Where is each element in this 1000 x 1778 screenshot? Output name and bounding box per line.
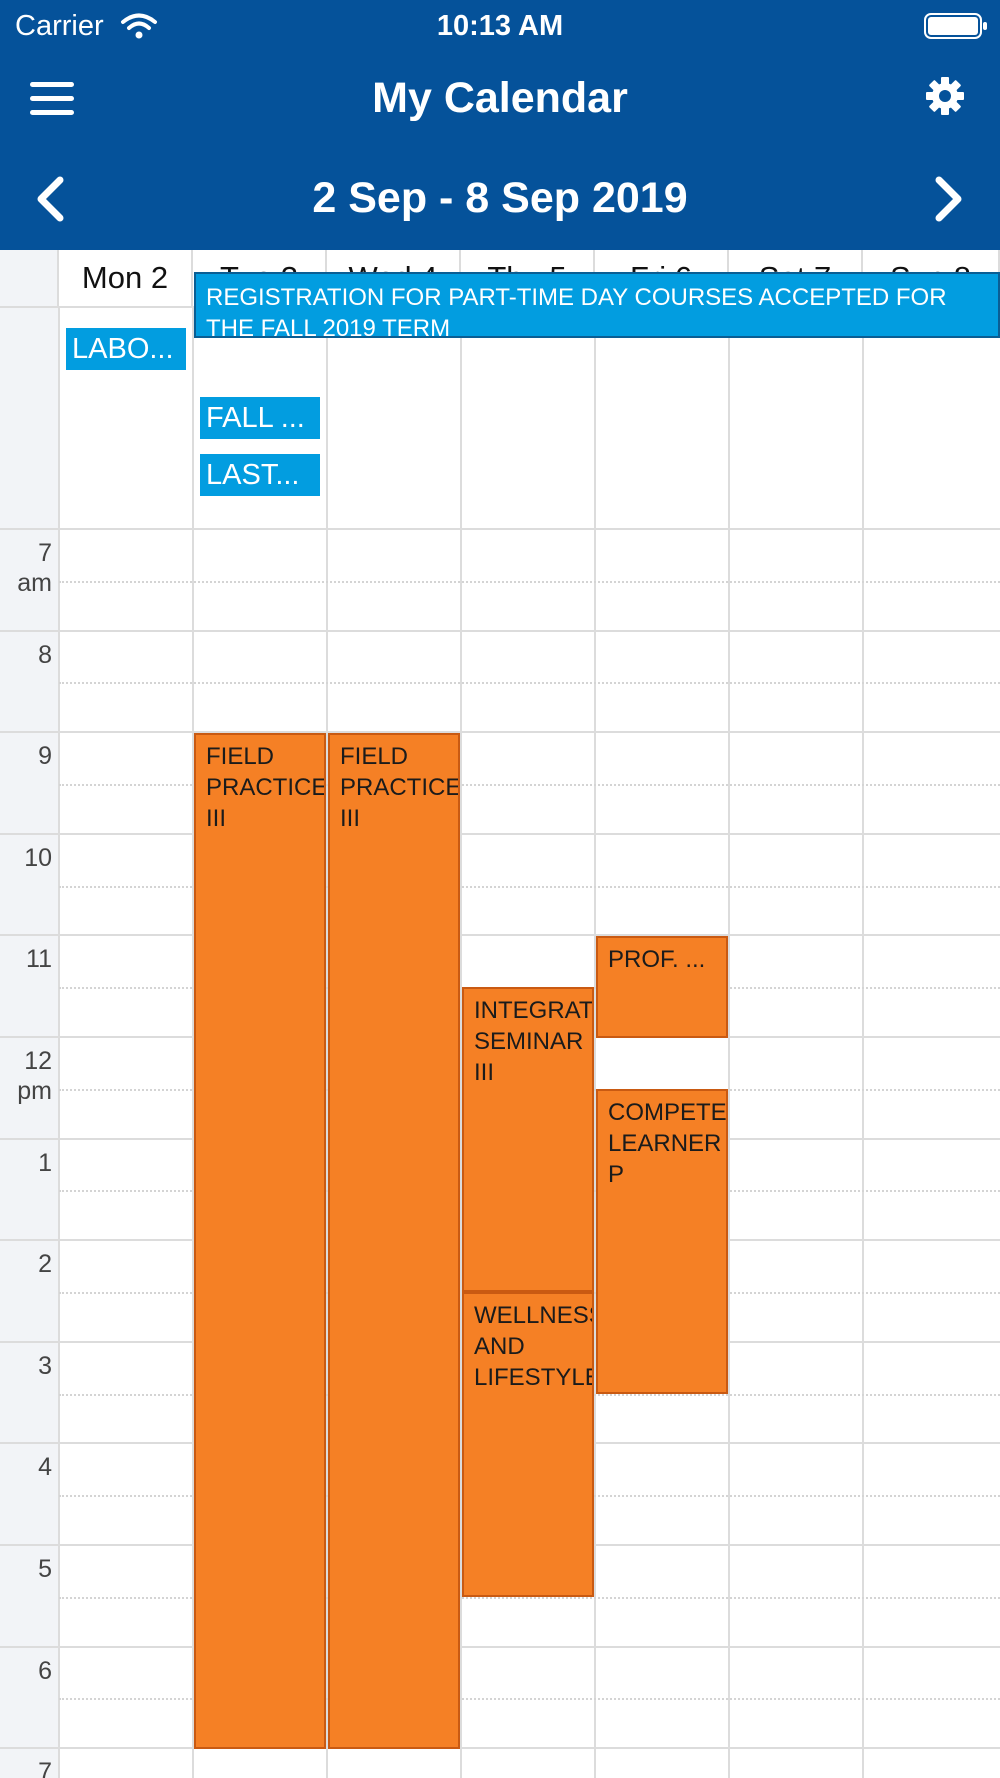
- grid-corner: [0, 250, 59, 308]
- calendar-event[interactable]: WELLNESS AND LIFESTYLE: [462, 1292, 594, 1597]
- hour-label: 10: [0, 843, 52, 873]
- calendar-event[interactable]: FIELD PRACTICE III: [328, 733, 460, 1749]
- week-range: 2 Sep - 8 Sep 2019: [0, 174, 1000, 223]
- hour-divider: [0, 630, 1000, 632]
- chevron-right-icon[interactable]: [932, 176, 966, 222]
- event-title-line: AND: [474, 1331, 592, 1362]
- hour-suffix: pm: [0, 1076, 52, 1106]
- hour-number: 11: [0, 944, 52, 974]
- event-title-line: III: [206, 803, 324, 834]
- hour-number: 5: [0, 1554, 52, 1584]
- event-title-line: INTEGRAT: [474, 995, 592, 1026]
- half-hour-divider: [59, 581, 1000, 583]
- all-day-event-fall[interactable]: FALL ...: [200, 397, 320, 439]
- calendar-event[interactable]: COMPETE LEARNER P: [596, 1089, 728, 1394]
- event-title-line: III: [340, 803, 458, 834]
- gear-icon[interactable]: [924, 75, 966, 117]
- hour-divider: [0, 833, 1000, 835]
- event-title-line: PRACTICE: [340, 772, 458, 803]
- calendar-event[interactable]: PROF. ...: [596, 936, 728, 1038]
- half-hour-divider: [59, 682, 1000, 684]
- hour-label: 7 am: [0, 538, 52, 598]
- all-day-divider: [0, 528, 1000, 530]
- hour-number: 6: [0, 1656, 52, 1686]
- hour-label: 9: [0, 741, 52, 771]
- event-title-line: III: [474, 1057, 592, 1088]
- hour-number: 1: [0, 1148, 52, 1178]
- hour-label: 1: [0, 1148, 52, 1178]
- hour-label: 3: [0, 1351, 52, 1381]
- hour-divider: [0, 731, 1000, 733]
- hour-number: 7: [0, 538, 52, 568]
- hour-divider: [0, 1747, 1000, 1749]
- event-title-line: SEMINAR: [474, 1026, 592, 1057]
- hour-label: 11: [0, 944, 52, 974]
- hour-divider: [0, 934, 1000, 936]
- hour-label: 8: [0, 640, 52, 670]
- clock: 10:13 AM: [0, 10, 1000, 43]
- week-grid: Mon 2Tue 3Wed 4Thu 5Fri 6Sat 7Sun 8 7am8…: [0, 250, 1000, 1778]
- app-header: Carrier 10:13 AM My Calendar 2 Sep: [0, 0, 1000, 250]
- hour-number: 12: [0, 1046, 52, 1076]
- hour-suffix: am: [0, 568, 52, 598]
- day-header-mon-2: Mon 2: [59, 250, 193, 308]
- hour-number: 3: [0, 1351, 52, 1381]
- hour-number: 8: [0, 640, 52, 670]
- all-day-event-last[interactable]: LAST...: [200, 454, 320, 496]
- hour-number: 9: [0, 741, 52, 771]
- hour-label: 7: [0, 1757, 52, 1778]
- hour-label: 6: [0, 1656, 52, 1686]
- hour-number: 4: [0, 1452, 52, 1482]
- hour-number: 10: [0, 843, 52, 873]
- calendar-event[interactable]: INTEGRAT SEMINAR III: [462, 987, 594, 1292]
- all-day-event-labour-day[interactable]: LABO...: [66, 328, 186, 370]
- hour-label: 5: [0, 1554, 52, 1584]
- event-title-line: FIELD: [206, 741, 324, 772]
- page-title: My Calendar: [0, 74, 1000, 123]
- hour-label: 4: [0, 1452, 52, 1482]
- hour-label: 2: [0, 1249, 52, 1279]
- event-title-line: LEARNER: [608, 1128, 726, 1159]
- event-title-line: PRACTICE: [206, 772, 324, 803]
- hour-divider: [0, 1646, 1000, 1648]
- event-title-line: PROF. ...: [608, 944, 726, 975]
- hour-label: 12 pm: [0, 1046, 52, 1106]
- hour-number: 2: [0, 1249, 52, 1279]
- event-title-line: COMPETE: [608, 1097, 726, 1128]
- event-title-line: FIELD: [340, 741, 458, 772]
- hour-number: 7: [0, 1757, 52, 1778]
- event-title-line: P: [608, 1159, 726, 1190]
- all-day-event-registration[interactable]: REGISTRATION FOR PART-TIME DAY COURSES A…: [194, 272, 1000, 338]
- calendar-event[interactable]: FIELD PRACTICE III: [194, 733, 326, 1749]
- event-title-line: WELLNESS: [474, 1300, 592, 1331]
- event-title-line: LIFESTYLE: [474, 1362, 592, 1393]
- battery-icon: [924, 12, 988, 40]
